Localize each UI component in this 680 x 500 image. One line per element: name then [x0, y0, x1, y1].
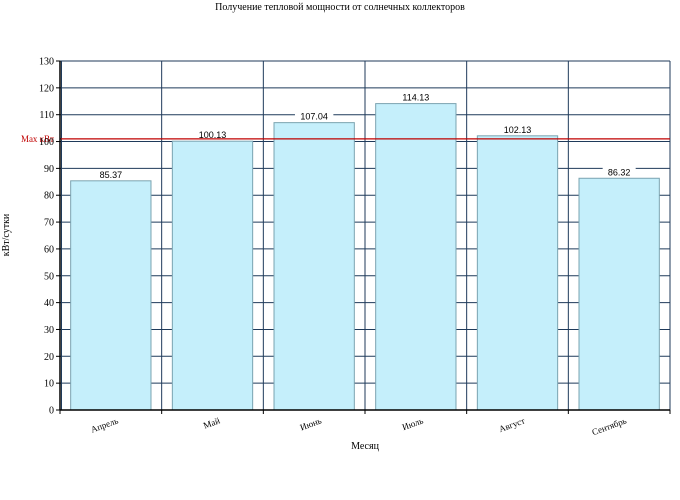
data-label-bg	[396, 92, 436, 103]
y-tick-label: 80	[44, 191, 54, 202]
data-label: 107.04	[300, 112, 328, 122]
data-label-bg	[498, 124, 537, 135]
x-axis-label: Месяц	[351, 441, 379, 452]
data-label: 100.13	[199, 130, 227, 140]
x-tick-label: Июнь	[299, 415, 323, 432]
bar	[70, 180, 152, 411]
chart-title: Получение тепловой мощности от солнечных…	[215, 2, 465, 13]
bar	[476, 135, 559, 411]
data-label-bg	[94, 169, 128, 180]
bars: 85.37 100.13 107.04 114.13 102.13 86.32	[70, 92, 660, 411]
x-tick-label: Апрель	[89, 415, 119, 434]
max-reference-label: Max кВт	[21, 134, 54, 144]
y-tick-label: 50	[44, 271, 54, 282]
y-tick-label: 20	[44, 352, 54, 363]
reference-line-group: Max кВт	[21, 134, 670, 144]
data-label: 86.32	[608, 167, 631, 177]
x-tick-label: Июль	[401, 415, 425, 432]
data-label: 102.13	[504, 125, 532, 135]
y-tick-label: 90	[44, 164, 54, 175]
data-label-bg	[193, 130, 232, 141]
grid	[60, 60, 671, 411]
y-tick-label: 130	[39, 57, 54, 68]
y-tick-label: 0	[49, 406, 54, 417]
data-label-bg	[602, 167, 636, 178]
y-tick-label: 60	[44, 244, 54, 255]
y-tick-label: 40	[44, 298, 54, 309]
x-tick-label: Август	[498, 415, 527, 434]
y-tick-label: 70	[44, 218, 54, 229]
bar	[578, 177, 660, 411]
y-tick-label: 100	[39, 137, 54, 148]
bar	[375, 103, 457, 411]
x-tick-label: Май	[202, 415, 221, 430]
y-tick-label: 30	[44, 325, 54, 336]
bar	[273, 122, 355, 411]
bar	[171, 140, 254, 411]
y-axis-label: кВт/сутки	[1, 213, 12, 256]
y-tick-label: 120	[39, 83, 54, 94]
data-label: 85.37	[100, 170, 123, 180]
data-label: 114.13	[402, 93, 429, 103]
x-tick-label: Сентябрь	[591, 415, 628, 437]
data-label-bg	[294, 111, 334, 122]
y-tick-label: 10	[44, 379, 54, 390]
y-tick-label: 110	[39, 110, 54, 121]
